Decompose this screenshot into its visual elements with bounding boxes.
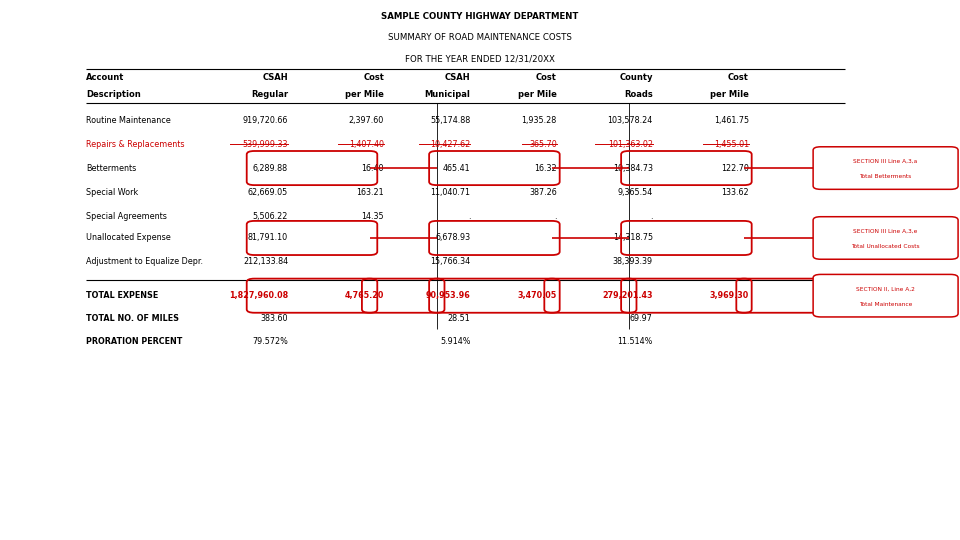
Text: 11,040.71: 11,040.71 — [430, 187, 470, 197]
FancyBboxPatch shape — [813, 274, 958, 317]
Text: 383.60: 383.60 — [260, 314, 288, 323]
Text: 1,455.01: 1,455.01 — [713, 139, 749, 148]
Text: 11.514%: 11.514% — [617, 337, 653, 346]
Text: 5,506.22: 5,506.22 — [252, 212, 288, 220]
Text: 3,969.30: 3,969.30 — [709, 291, 749, 300]
Text: SUMMARY OF ROAD MAINTENANCE COSTS: SUMMARY OF ROAD MAINTENANCE COSTS — [388, 33, 572, 43]
Text: 1,935.28: 1,935.28 — [521, 116, 557, 125]
Text: 1,827,960.08: 1,827,960.08 — [228, 291, 288, 300]
Text: TOTAL EXPENSE: TOTAL EXPENSE — [86, 291, 158, 300]
Text: 14,318.75: 14,318.75 — [612, 233, 653, 242]
Text: Routine Maintenance: Routine Maintenance — [86, 116, 171, 125]
Text: 465.41: 465.41 — [443, 164, 470, 173]
Text: 6,289.88: 6,289.88 — [252, 164, 288, 173]
Text: Regular: Regular — [251, 90, 288, 99]
Text: 539,999.33: 539,999.33 — [243, 139, 288, 148]
Text: 14.35: 14.35 — [361, 212, 384, 220]
Text: 55,174.88: 55,174.88 — [430, 116, 470, 125]
Text: 16.40: 16.40 — [362, 164, 384, 173]
Text: Repairs & Replacements: Repairs & Replacements — [86, 139, 185, 148]
Text: PRORATION PERCENT: PRORATION PERCENT — [86, 337, 182, 346]
Text: 9,365.54: 9,365.54 — [617, 187, 653, 197]
Text: 279,201.43: 279,201.43 — [602, 291, 653, 300]
Text: 163.21: 163.21 — [356, 187, 384, 197]
Text: Total Maintenance: Total Maintenance — [859, 302, 912, 307]
Text: 2,397.60: 2,397.60 — [348, 116, 384, 125]
Text: SECTION II, Line A,2: SECTION II, Line A,2 — [856, 286, 915, 292]
Text: 1,407.40: 1,407.40 — [349, 139, 384, 148]
Text: Total Betterments: Total Betterments — [859, 174, 912, 179]
Text: 28.51: 28.51 — [447, 314, 470, 323]
Text: 365.70: 365.70 — [529, 139, 557, 148]
Text: Account: Account — [86, 73, 125, 83]
Text: Special Agreements: Special Agreements — [86, 212, 167, 220]
Text: 81,791.10: 81,791.10 — [248, 233, 288, 242]
Text: Cost: Cost — [536, 73, 557, 83]
Text: 79.572%: 79.572% — [252, 337, 288, 346]
Text: 6,678.93: 6,678.93 — [435, 233, 470, 242]
Text: 1,461.75: 1,461.75 — [713, 116, 749, 125]
FancyBboxPatch shape — [813, 217, 958, 259]
Text: Description: Description — [86, 90, 141, 99]
Text: per Mile: per Mile — [518, 90, 557, 99]
Text: SAMPLE COUNTY HIGHWAY DEPARTMENT: SAMPLE COUNTY HIGHWAY DEPARTMENT — [381, 12, 579, 22]
Text: Municipal: Municipal — [424, 90, 470, 99]
Text: per Mile: per Mile — [710, 90, 749, 99]
Text: 5.914%: 5.914% — [440, 337, 470, 346]
Text: Section III -  Expenditures for Road and Street Purposes
(continued): Section III - Expenditures for Road and … — [107, 452, 853, 509]
Text: CSAH: CSAH — [444, 73, 470, 83]
Text: 62,669.05: 62,669.05 — [248, 187, 288, 197]
Text: 4,765.20: 4,765.20 — [345, 291, 384, 300]
Text: 15,766.34: 15,766.34 — [430, 258, 470, 266]
Text: .: . — [650, 212, 653, 220]
Text: .: . — [468, 212, 470, 220]
Text: County: County — [619, 73, 653, 83]
Text: 122.70: 122.70 — [721, 164, 749, 173]
Text: Cost: Cost — [363, 73, 384, 83]
Text: FOR THE YEAR ENDED 12/31/20XX: FOR THE YEAR ENDED 12/31/20XX — [405, 55, 555, 64]
Text: 919,720.66: 919,720.66 — [243, 116, 288, 125]
Text: 101,363.02: 101,363.02 — [608, 139, 653, 148]
Text: 212,133.84: 212,133.84 — [243, 258, 288, 266]
Text: 38,393.39: 38,393.39 — [612, 258, 653, 266]
Text: Special Work: Special Work — [86, 187, 138, 197]
Text: per Mile: per Mile — [346, 90, 384, 99]
Text: SECTION III Line A,3,a: SECTION III Line A,3,a — [853, 159, 918, 164]
Text: 387.26: 387.26 — [529, 187, 557, 197]
Text: Roads: Roads — [624, 90, 653, 99]
Text: 10,427.62: 10,427.62 — [430, 139, 470, 148]
Text: 3,470.05: 3,470.05 — [517, 291, 557, 300]
Text: 69.97: 69.97 — [630, 314, 653, 323]
Text: Unallocated Expense: Unallocated Expense — [86, 233, 171, 242]
Text: Cost: Cost — [728, 73, 749, 83]
Text: Betterments: Betterments — [86, 164, 136, 173]
Text: .: . — [554, 212, 557, 220]
FancyBboxPatch shape — [813, 147, 958, 190]
Text: 10,384.73: 10,384.73 — [612, 164, 653, 173]
Text: Adjustment to Equalize Depr.: Adjustment to Equalize Depr. — [86, 258, 204, 266]
Text: 90,953.96: 90,953.96 — [425, 291, 470, 300]
Text: 133.62: 133.62 — [721, 187, 749, 197]
Text: CSAH: CSAH — [262, 73, 288, 83]
Text: SECTION III Line A,3,e: SECTION III Line A,3,e — [853, 229, 918, 234]
Text: 16.32: 16.32 — [534, 164, 557, 173]
Text: TOTAL NO. OF MILES: TOTAL NO. OF MILES — [86, 314, 180, 323]
Text: Total Unallocated Costs: Total Unallocated Costs — [852, 244, 920, 249]
Text: 103,578.24: 103,578.24 — [608, 116, 653, 125]
